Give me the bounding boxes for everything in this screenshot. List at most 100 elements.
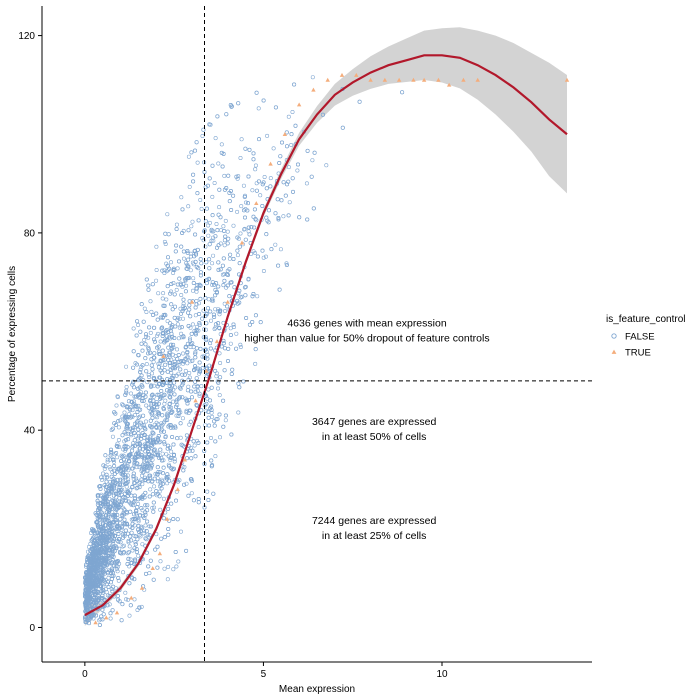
point-false bbox=[200, 366, 205, 371]
point-false bbox=[121, 453, 126, 458]
point-false bbox=[162, 239, 167, 244]
point-false bbox=[254, 218, 259, 223]
point-false bbox=[217, 393, 222, 398]
point-false bbox=[194, 328, 199, 333]
point-false bbox=[258, 193, 263, 198]
point-false bbox=[124, 426, 129, 431]
point-false bbox=[111, 563, 116, 568]
point-false bbox=[286, 213, 291, 218]
point-false bbox=[158, 358, 163, 363]
point-false bbox=[155, 472, 160, 477]
point-false bbox=[237, 288, 242, 293]
point-false bbox=[261, 98, 266, 103]
point-false bbox=[181, 297, 186, 302]
point-false bbox=[129, 414, 134, 419]
point-false bbox=[137, 465, 142, 470]
point-false bbox=[128, 524, 133, 529]
point-false bbox=[111, 479, 116, 484]
point-false bbox=[136, 497, 141, 502]
point-false bbox=[93, 599, 98, 604]
point-false bbox=[290, 110, 295, 115]
point-false bbox=[149, 383, 154, 388]
point-false bbox=[112, 468, 117, 473]
point-false bbox=[304, 181, 309, 186]
point-false bbox=[235, 298, 240, 303]
point-true bbox=[325, 77, 330, 82]
point-false bbox=[128, 603, 133, 608]
point-false bbox=[188, 359, 193, 364]
point-false bbox=[124, 364, 129, 369]
x-tick-label: 0 bbox=[82, 669, 88, 680]
point-false bbox=[235, 209, 240, 214]
point-false bbox=[110, 552, 115, 557]
point-false bbox=[148, 299, 153, 304]
point-false bbox=[289, 132, 294, 137]
point-false bbox=[167, 353, 172, 358]
point-false bbox=[92, 531, 97, 536]
point-false bbox=[151, 431, 156, 436]
legend: is_feature_control FALSE TRUE bbox=[606, 314, 686, 359]
point-false bbox=[186, 228, 191, 233]
point-false bbox=[196, 500, 201, 505]
point-false bbox=[151, 438, 156, 443]
point-false bbox=[148, 475, 153, 480]
point-false bbox=[289, 143, 294, 148]
point-false bbox=[87, 567, 92, 572]
point-false bbox=[142, 515, 147, 520]
point-false bbox=[135, 537, 140, 542]
point-false bbox=[191, 280, 196, 285]
point-false bbox=[195, 388, 200, 393]
point-false bbox=[261, 180, 266, 185]
point-false bbox=[126, 437, 131, 442]
point-false bbox=[193, 379, 198, 384]
legend-marker-true bbox=[611, 349, 617, 354]
point-false bbox=[138, 528, 143, 533]
point-false bbox=[133, 557, 138, 562]
point-false bbox=[151, 509, 156, 514]
point-false bbox=[145, 519, 150, 524]
point-false bbox=[180, 416, 185, 421]
point-false bbox=[133, 412, 138, 417]
point-false bbox=[253, 361, 258, 366]
point-false bbox=[217, 326, 222, 331]
point-false bbox=[222, 229, 227, 234]
point-false bbox=[121, 495, 126, 500]
point-false bbox=[159, 388, 164, 393]
point-false bbox=[115, 569, 120, 574]
point-false bbox=[213, 287, 218, 292]
point-false bbox=[118, 517, 123, 522]
point-false bbox=[102, 523, 107, 528]
point-false bbox=[148, 423, 153, 428]
annotation-line: in at least 50% of cells bbox=[322, 431, 426, 443]
point-true bbox=[461, 77, 466, 82]
point-false bbox=[168, 381, 173, 386]
point-false bbox=[171, 342, 176, 347]
point-false bbox=[122, 444, 127, 449]
point-false bbox=[162, 340, 167, 345]
point-false bbox=[140, 348, 145, 353]
point-false bbox=[139, 390, 144, 395]
point-false bbox=[95, 564, 100, 569]
point-false bbox=[86, 601, 91, 606]
point-false bbox=[120, 402, 125, 407]
point-true bbox=[254, 201, 259, 206]
point-false bbox=[156, 365, 161, 370]
point-false bbox=[157, 440, 162, 445]
point-false bbox=[121, 550, 126, 555]
point-false bbox=[117, 524, 122, 529]
point-true bbox=[139, 585, 145, 590]
point-false bbox=[189, 389, 194, 394]
point-false bbox=[154, 278, 159, 283]
points-true-layer bbox=[93, 72, 570, 625]
point-false bbox=[168, 395, 173, 400]
point-false bbox=[140, 473, 145, 478]
point-false bbox=[154, 311, 159, 316]
point-false bbox=[115, 593, 120, 598]
confidence-band-layer bbox=[84, 27, 567, 626]
point-false bbox=[235, 176, 240, 181]
point-false bbox=[150, 430, 155, 435]
point-false bbox=[256, 179, 261, 184]
point-false bbox=[218, 435, 223, 440]
point-false bbox=[231, 256, 236, 261]
point-false bbox=[106, 584, 111, 589]
